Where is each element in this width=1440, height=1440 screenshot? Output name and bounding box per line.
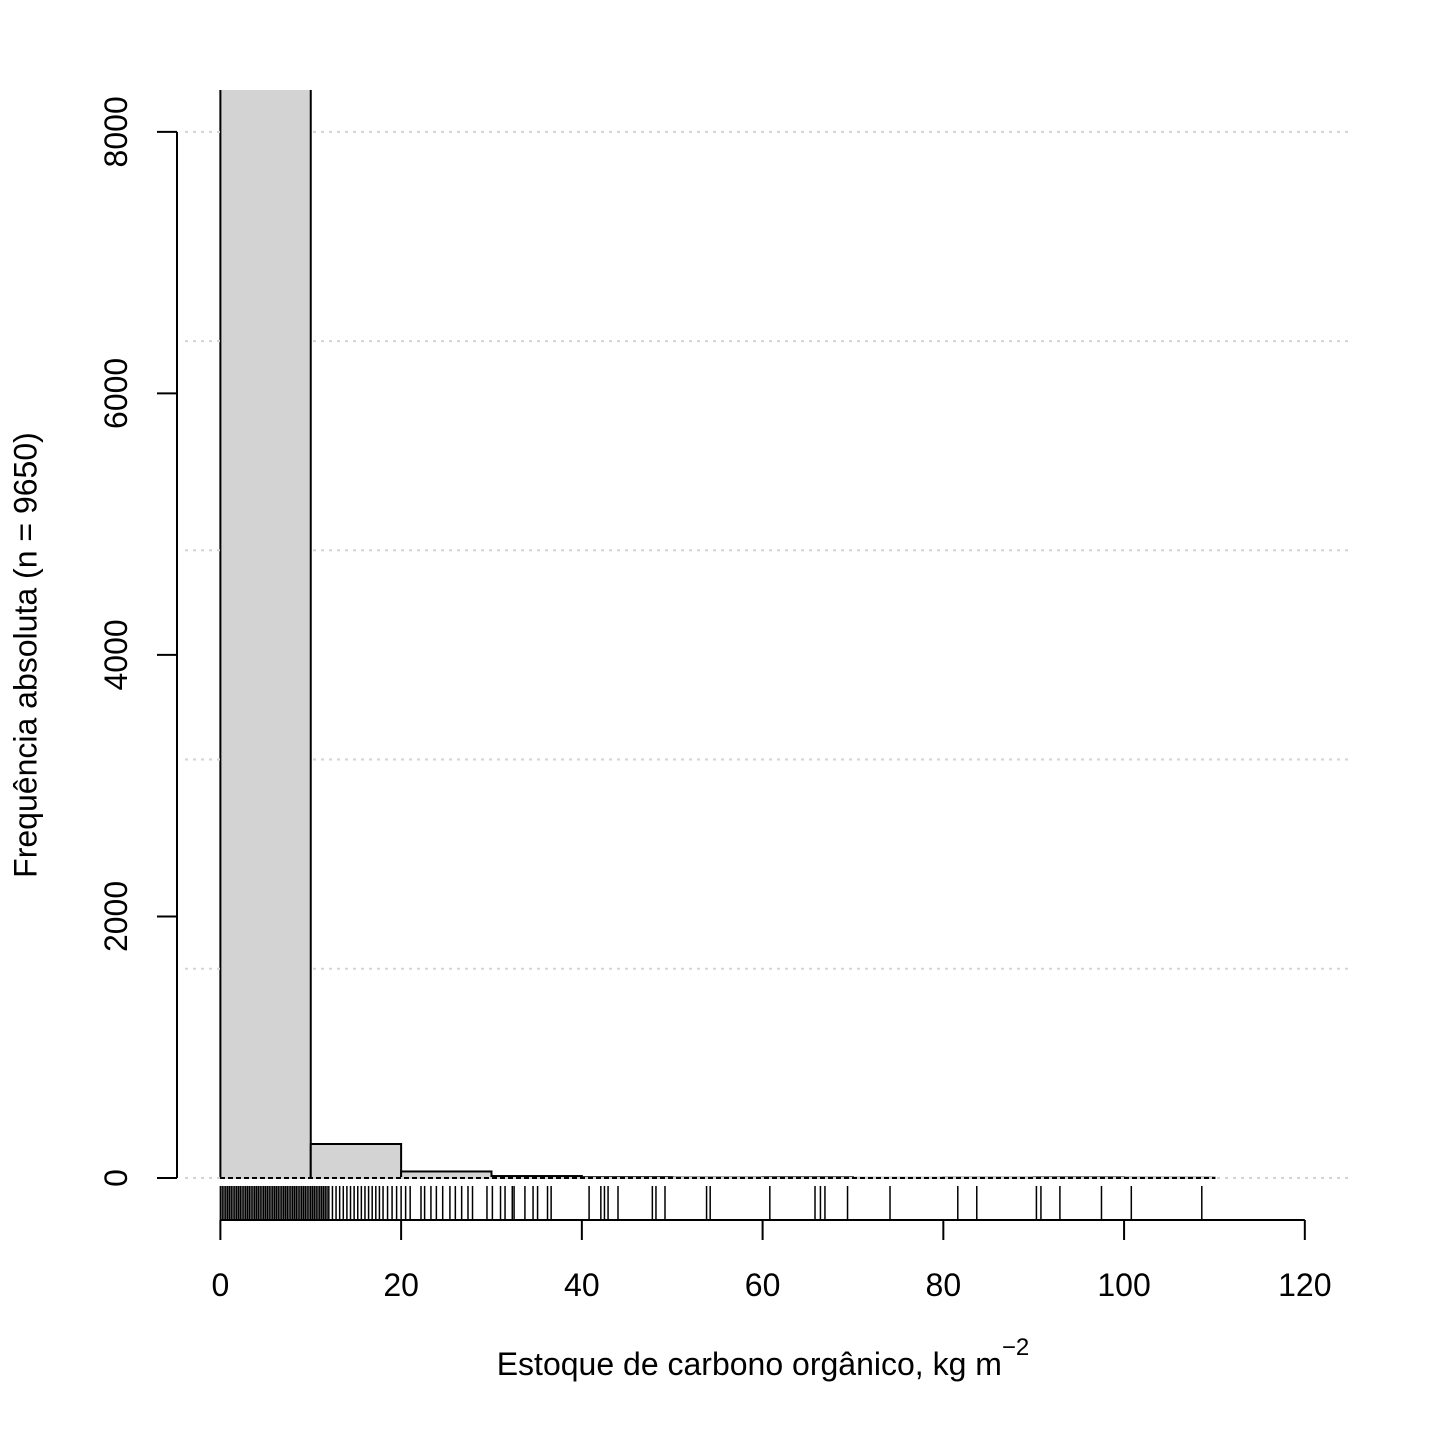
x-tick-label: 120 xyxy=(1278,1267,1331,1303)
y-tick-label: 4000 xyxy=(98,619,134,690)
x-axis-label: Estoque de carbono orgânico, kg m−2 xyxy=(497,1334,1030,1382)
bar xyxy=(761,1176,854,1180)
bars xyxy=(219,90,1216,1180)
x-tick-label: 80 xyxy=(926,1267,962,1303)
x-tick-label: 20 xyxy=(383,1267,419,1303)
bar xyxy=(400,1170,493,1180)
y-axis-label: Frequência absoluta (n = 9650) xyxy=(7,432,43,878)
x-tick-label: 100 xyxy=(1097,1267,1150,1303)
y-tick-label: 2000 xyxy=(98,881,134,952)
x-tick-label: 0 xyxy=(211,1267,229,1303)
x-axis-label-superscript: −2 xyxy=(1002,1334,1029,1361)
x-tick-label: 60 xyxy=(745,1267,781,1303)
bar xyxy=(219,90,312,1180)
bar xyxy=(309,1143,403,1179)
bar xyxy=(1032,1176,1126,1180)
y-tick-label: 6000 xyxy=(98,358,134,429)
y-tick-label: 8000 xyxy=(98,96,134,167)
x-tick-label: 40 xyxy=(564,1267,600,1303)
x-axis-label-text: Estoque de carbono orgânico, kg m xyxy=(497,1346,1002,1382)
y-tick-label: 0 xyxy=(98,1169,134,1187)
